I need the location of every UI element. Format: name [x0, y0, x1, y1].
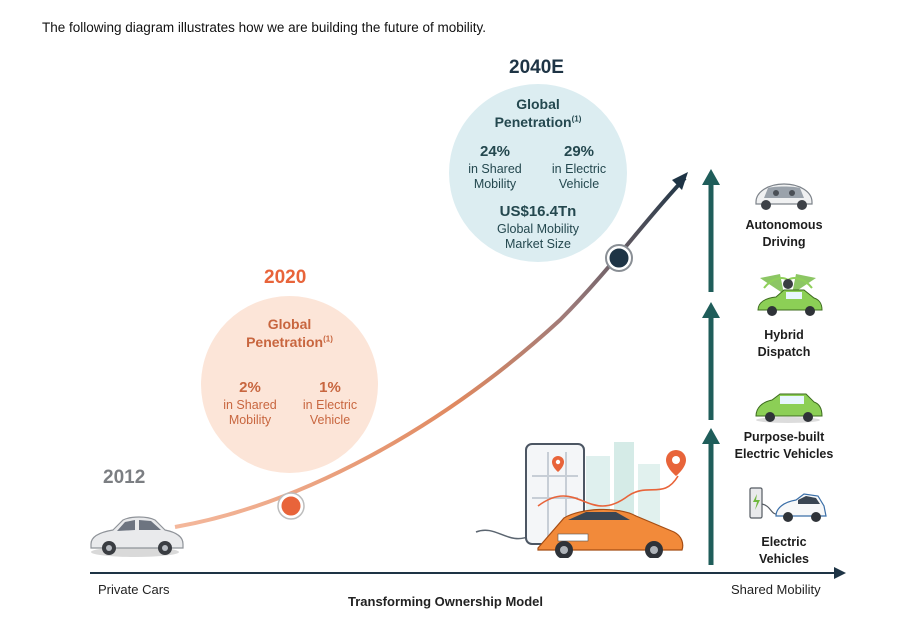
axis-label-private-cars: Private Cars — [98, 582, 170, 597]
milestone-dot-2020-ring — [277, 492, 305, 520]
year-2020: 2020 — [264, 267, 307, 288]
city-app-map-icon — [475, 442, 686, 558]
stage-electric-vehicles: Electric Vehicles — [758, 535, 810, 566]
growth-curve — [174, 176, 687, 529]
private-car-icon — [90, 516, 184, 557]
circle-2040-stat-shared: 24% in Shared Mobility — [468, 143, 522, 192]
stage-hybrid-dispatch: Hybrid Dispatch — [757, 328, 811, 359]
x-axis-arrowhead — [834, 567, 846, 579]
autonomous-car-icon — [755, 183, 813, 210]
circle-2040 — [449, 84, 627, 262]
circle-2040-title: Global Penetration(1) — [494, 96, 582, 130]
circle-2020 — [201, 296, 378, 473]
growth-curve-arrowhead — [672, 172, 688, 190]
circle-2020-stat-ev: 1% in Electric Vehicle — [302, 379, 358, 428]
circle-2040-stat-ev: 29% in Electric Vehicle — [551, 143, 607, 192]
year-2040: 2040E — [509, 57, 564, 78]
year-2012: 2012 — [103, 467, 146, 488]
milestone-dot-2040-ring — [605, 244, 633, 272]
circle-2040-market-size: US$16.4Tn Global Mobility Market Size — [497, 203, 579, 252]
milestone-dot-2040 — [606, 245, 632, 271]
hybrid-dispatch-car-icon — [757, 274, 823, 316]
intro-text: The following diagram illustrates how we… — [42, 20, 486, 35]
axis-label-shared-mobility: Shared Mobility — [731, 582, 821, 597]
milestone-dot-2020 — [278, 493, 304, 519]
stage-autonomous-driving: Autonomous Driving — [745, 218, 823, 249]
axis-label-transforming: Transforming Ownership Model — [348, 594, 544, 609]
stage-purpose-built-ev: Purpose-built Electric Vehicles — [734, 430, 834, 461]
circle-2020-stat-shared: 2% in Shared Mobility — [223, 379, 277, 428]
ev-charging-icon — [749, 487, 827, 522]
purpose-built-ev-icon — [755, 393, 823, 423]
circle-2020-title: Global Penetration(1) — [246, 316, 333, 350]
